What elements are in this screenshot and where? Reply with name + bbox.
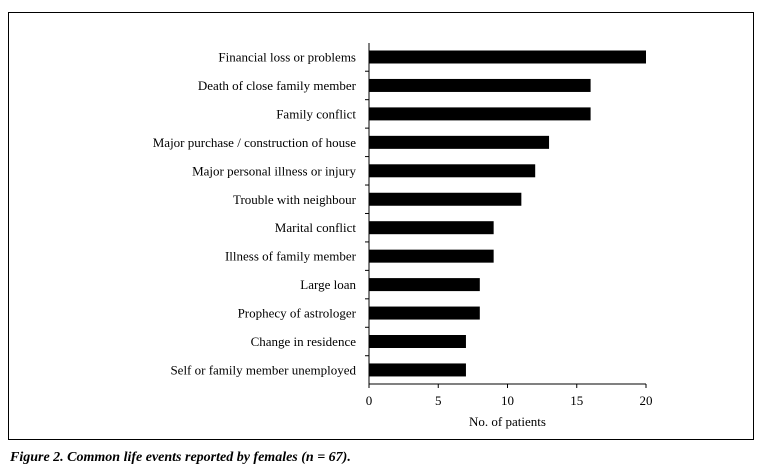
bar: [369, 107, 591, 121]
bar: [369, 78, 591, 92]
x-tick-label: 15: [570, 393, 583, 408]
bar: [369, 278, 480, 292]
category-label: Prophecy of astrologer: [238, 306, 357, 321]
bar: [369, 50, 646, 64]
bar-chart: Financial loss or problems Death of close…: [153, 43, 653, 429]
bar: [369, 164, 536, 178]
x-tick-label: 20: [640, 393, 653, 408]
x-tick-label: 5: [435, 393, 442, 408]
figure-frame: [8, 12, 754, 440]
category-label: Financial loss or problems: [218, 50, 356, 65]
bar: [369, 192, 522, 206]
category-label: Marital conflict: [275, 220, 357, 235]
figure-caption: Figure 2. Common life events reported by…: [10, 450, 351, 465]
x-axis-title: No. of patients: [469, 414, 546, 429]
bar: [369, 135, 550, 149]
category-label: Death of close family member: [198, 78, 357, 93]
category-label: Illness of family member: [225, 249, 357, 264]
bar: [369, 221, 494, 235]
category-label: Major personal illness or injury: [192, 163, 356, 178]
bar: [369, 363, 466, 377]
bar: [369, 306, 480, 320]
bar: [369, 249, 494, 263]
x-tick-label: 0: [366, 393, 373, 408]
category-label: Self or family member unemployed: [170, 362, 356, 377]
category-label: Family conflict: [276, 106, 356, 121]
category-label: Major purchase / construction of house: [153, 135, 356, 150]
category-label: Change in residence: [251, 334, 357, 349]
bar: [369, 335, 466, 348]
x-tick-label: 10: [501, 393, 514, 408]
category-label: Large loan: [300, 277, 356, 292]
category-label: Trouble with neighbour: [233, 192, 357, 207]
